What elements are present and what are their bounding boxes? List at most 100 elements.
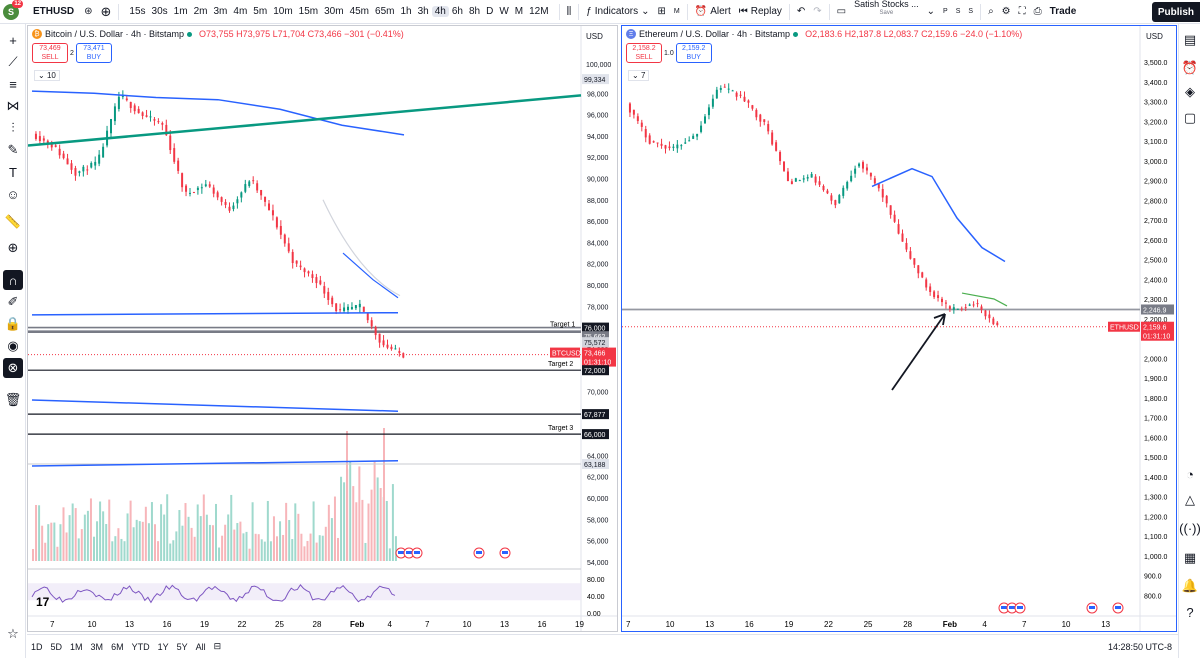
range-1d[interactable]: 1D: [31, 641, 43, 652]
range-1y[interactable]: 1Y: [157, 641, 169, 652]
mini-letter-s1[interactable]: S: [955, 8, 961, 15]
range-6m[interactable]: 6M: [111, 641, 124, 652]
layout-letter[interactable]: M: [673, 8, 680, 15]
btc-chart-canvas[interactable]: 98,000 96,000 94,000 92,000 90,000 88,000 86,0…: [28, 26, 618, 632]
chevron-down-icon[interactable]: ⌄: [926, 6, 936, 17]
ideas-icon[interactable]: △: [1185, 492, 1195, 507]
eth-candle: [952, 307, 955, 310]
clock[interactable]: 14:28:50 UTC-8: [1107, 641, 1172, 652]
gear-icon[interactable]: ⚙: [1001, 6, 1011, 17]
calendar-icon[interactable]: ▦: [1183, 550, 1197, 565]
notes-icon[interactable]: ▢: [1183, 110, 1197, 125]
eth-candle: [937, 295, 940, 299]
range-1m[interactable]: 1M: [70, 641, 83, 652]
timeframe-2m[interactable]: 2m: [193, 6, 208, 17]
timeframe-10m[interactable]: 10m: [273, 6, 293, 17]
brush-icon[interactable]: ✎: [7, 142, 19, 157]
timeframe-45m[interactable]: 45m: [349, 6, 370, 17]
btc-chart-pane[interactable]: 98,000 96,000 94,000 92,000 90,000 88,000 86,0…: [27, 25, 618, 632]
timeframe-1m[interactable]: 1m: [173, 6, 188, 17]
eth-candle: [743, 96, 746, 102]
timeframe-5m[interactable]: 5m: [253, 6, 268, 17]
timeframe-8h[interactable]: 8h: [468, 6, 481, 17]
btc-currency-label[interactable]: USD: [586, 32, 603, 41]
crosshair-icon[interactable]: +: [9, 32, 17, 48]
range-3m[interactable]: 3M: [90, 641, 104, 652]
eye-icon[interactable]: ◉: [7, 338, 19, 353]
chart-type-icon[interactable]: ⫼: [566, 6, 572, 17]
emoji-icon[interactable]: ☺: [6, 186, 20, 202]
pattern-icon[interactable]: ⋈: [6, 98, 20, 113]
undo-icon[interactable]: ↶: [796, 6, 806, 17]
watchlist-icon[interactable]: ▤: [1183, 32, 1197, 47]
trash-icon[interactable]: 🗑: [4, 392, 22, 407]
timeframe-D[interactable]: D: [486, 6, 494, 17]
timeframe-3h[interactable]: 3h: [417, 6, 429, 17]
fullscreen-icon[interactable]: ⛶: [1018, 6, 1026, 17]
bell-icon[interactable]: 🔔: [1181, 578, 1199, 593]
chat-icon[interactable]: ◔: [1186, 466, 1194, 482]
eth-currency-label[interactable]: USD: [1146, 32, 1163, 41]
timeframe-4m[interactable]: 4m: [233, 6, 248, 17]
timeframe-4h[interactable]: 4h: [431, 6, 449, 17]
eth-sell-button[interactable]: 2,158.2 SELL: [626, 43, 662, 63]
star-icon[interactable]: ☆: [7, 626, 19, 641]
timeframe-15m[interactable]: 15m: [298, 6, 319, 17]
trade-button[interactable]: Trade: [1049, 6, 1077, 17]
alarm-icon[interactable]: ⏰: [1181, 60, 1199, 75]
timeframe-6h[interactable]: 6h: [451, 6, 463, 17]
layers-icon[interactable]: ◈: [1185, 84, 1195, 99]
timeframe-65m[interactable]: 65m: [375, 6, 395, 17]
timeframe-W[interactable]: W: [499, 6, 509, 17]
range-5y[interactable]: 5Y: [176, 641, 188, 652]
redo-icon[interactable]: ↷: [813, 6, 822, 17]
indicators-button[interactable]: ƒ Indicators ⌄: [586, 6, 650, 17]
timeframe-15s[interactable]: 15s: [129, 6, 146, 17]
zoom-in-icon[interactable]: ⊕: [7, 240, 19, 255]
eth-indicators-toggle[interactable]: ⌄ 7: [628, 70, 650, 81]
templates-icon[interactable]: ⊞: [657, 6, 666, 17]
fib-icon[interactable]: ≡: [9, 76, 17, 92]
help-icon[interactable]: ?: [1186, 604, 1194, 620]
date-range-icon[interactable]: ⊟: [213, 641, 222, 651]
btc-indicators-toggle[interactable]: ⌄ 10: [34, 70, 60, 81]
compare-add-icon[interactable]: ⊕: [100, 3, 112, 19]
magnet-icon[interactable]: ∩: [3, 270, 23, 290]
eth-price-tick: 1,000.0: [1144, 554, 1167, 561]
user-avatar[interactable]: S 12: [3, 0, 23, 20]
timeframe-1h[interactable]: 1h: [400, 6, 412, 17]
watchlist-icon[interactable]: ⊛: [84, 6, 93, 17]
layout-icon[interactable]: ▭: [836, 6, 847, 17]
publish-button[interactable]: Publish: [1151, 2, 1200, 22]
mini-letter-p[interactable]: P: [943, 8, 948, 15]
ruler-icon[interactable]: 📏: [4, 214, 22, 229]
mini-letter-s2[interactable]: S: [968, 8, 974, 15]
lock-drawing-icon[interactable]: ✐: [7, 294, 19, 309]
timeframe-3m[interactable]: 3m: [213, 6, 228, 17]
alert-button[interactable]: ⏰ Alert: [694, 6, 731, 17]
camera-icon[interactable]: ⎙: [1033, 6, 1042, 17]
btc-sell-button[interactable]: 73,469 SELL: [32, 43, 68, 63]
globe-icon[interactable]: ⊗: [3, 358, 23, 378]
trendline-icon[interactable]: ⟋: [8, 54, 18, 69]
eth-chart-canvas[interactable]: 3,500.0 3,400.0 3,300.0 3,200.0 3,100.0 3,000…: [622, 26, 1177, 632]
streams-icon[interactable]: ((·)): [1179, 520, 1200, 536]
timeframe-12M[interactable]: 12M: [529, 6, 549, 17]
layout-name[interactable]: Satish Stocks ... Save: [854, 0, 919, 16]
range-all[interactable]: All: [195, 641, 206, 652]
timeframe-M[interactable]: M: [514, 6, 524, 17]
range-5d[interactable]: 5D: [50, 641, 63, 652]
timeframe-30s[interactable]: 30s: [151, 6, 168, 17]
replay-button[interactable]: ⏮ Replay: [738, 6, 782, 17]
btc-buy-button[interactable]: 73,471 BUY: [75, 43, 112, 63]
forecast-icon[interactable]: ⫶: [11, 120, 15, 135]
text-icon[interactable]: T: [9, 164, 17, 180]
eth-chart-pane[interactable]: 3,500.0 3,400.0 3,300.0 3,200.0 3,100.0 3,000…: [621, 25, 1177, 632]
timeframe-30m[interactable]: 30m: [324, 6, 344, 17]
symbol-search[interactable]: ETHUSD: [33, 6, 75, 17]
range-ytd[interactable]: YTD: [131, 641, 150, 652]
eth-badge-level-bg: [1141, 304, 1174, 315]
search-icon[interactable]: ⌕: [988, 6, 994, 17]
eth-buy-button[interactable]: 2,159.2 BUY: [675, 43, 712, 63]
lock-icon[interactable]: 🔒: [4, 316, 22, 331]
